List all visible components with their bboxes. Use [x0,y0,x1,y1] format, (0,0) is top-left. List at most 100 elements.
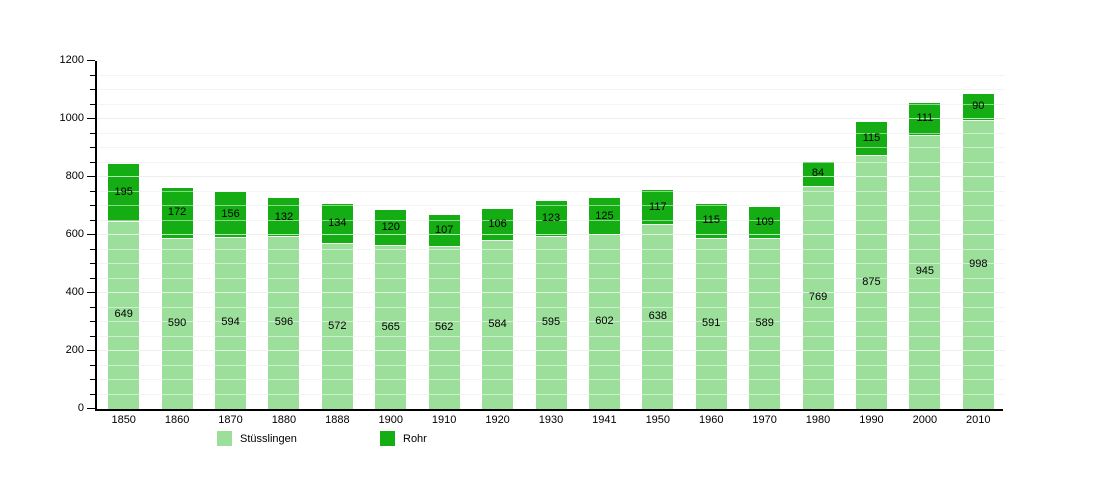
bar-segment-rohr [161,188,193,238]
gridline-overlay [97,335,1005,337]
bar-segment-stusslingen [321,243,353,409]
y-tick-mark [90,321,95,322]
bar-value-label: 565 [381,320,400,333]
x-tick-label: 1900 [378,414,403,426]
bar-segment-stusslingen [909,134,941,409]
x-tick-label: 1950 [645,414,671,426]
x-tick-label: 1990 [859,414,884,426]
gridline-overlay [97,234,1005,235]
value-labels-layer: 649 195 590 172 594 156 596 132 572 134 565 120 562 1… [97,61,1005,409]
y-tick-label: 200 [65,344,84,356]
bar-segment-stusslingen [855,155,887,409]
y-tick-label: 1200 [59,54,84,66]
bar-value-label: 123 [541,212,561,225]
gridline-overlay [97,263,1005,264]
y-tick-mark [90,379,95,380]
bar-segment-rohr [802,161,834,186]
legend: Stüsslingen Rohr [0,430,1100,450]
y-tick-label: 400 [65,286,84,298]
bar-segment-stusslingen [482,239,514,409]
bar-value-label: 84 [811,167,825,180]
y-tick-mark [90,364,95,366]
gridline-overlay [97,103,1005,105]
gridline-overlay [97,321,1005,322]
bar-value-label: 596 [274,316,294,329]
bar-value-label: 115 [702,214,720,227]
y-tick-mark [90,161,95,163]
bar-value-label: 107 [434,224,454,237]
bar-value-label: 590 [167,316,187,329]
x-tick-label: 1888 [325,414,350,426]
bar-segment-stusslingen [749,238,781,409]
gridline-overlay [97,248,1005,250]
bar-segment-rohr [375,210,407,246]
y-tick-mark [87,292,95,293]
bar-segment-rohr [695,204,727,238]
bar-segment-stusslingen [268,236,300,409]
y-tick-mark [90,147,95,148]
gridline-overlay [97,147,1005,148]
bar-value-label: 125 [595,209,614,222]
bar-segment-rohr [321,204,353,244]
bar-value-label: 117 [649,200,667,213]
y-tick-mark [90,89,95,90]
y-tick-mark [90,205,95,206]
y-tick-label: 0 [77,402,84,414]
legend-swatch-stusslingen [217,431,232,446]
bar-value-label: 584 [488,317,507,330]
gridline-overlay [97,74,1005,76]
legend-label-rohr: Rohr [403,433,427,445]
gridline-overlay [97,89,1005,90]
bar-value-label: 134 [328,217,347,230]
y-tick-mark [87,60,95,61]
y-tick-mark [90,132,95,134]
gridline-overlay [97,292,1005,293]
legend-item-rohr: Rohr [380,430,540,446]
x-tick-label: 2000 [912,414,938,426]
bar-segment-rohr [108,164,140,221]
bar-segment-rohr [535,200,567,237]
gridline-overlay [97,118,1005,119]
gridline-overlay [97,393,1005,395]
bar-segment-rohr [642,190,674,224]
plot-area: 649 195 590 172 594 156 596 132 572 134 565 120 562 1… [97,61,1005,409]
bar-segment-stusslingen [802,186,834,409]
y-tick-mark [90,248,95,250]
x-axis-line [95,409,1003,411]
y-tick-mark [90,263,95,264]
bar-value-label: 90 [972,100,985,113]
bar-segment-stusslingen [375,245,407,409]
x-tick-label: 1860 [164,414,190,426]
bar-segment-rohr [268,197,300,237]
x-tick-label: 1910 [431,414,457,426]
gridline-overlay [97,219,1005,221]
x-tick-label: 1880 [271,414,297,426]
gridline-overlay [97,277,1005,279]
bar-segment-stusslingen [642,223,674,409]
legend-label-stusslingen: Stüsslingen [240,433,297,445]
gridline-overlay-layer [97,61,1005,409]
bar-value-label: 595 [541,316,561,329]
y-tick-mark [90,219,95,221]
y-tick-mark [90,277,95,279]
gridline-overlay [97,364,1005,366]
bar-value-label: 195 [114,186,133,199]
bar-value-label: 589 [755,317,774,330]
bar-value-label: 132 [274,210,294,223]
y-tick-mark [90,103,95,105]
y-tick-mark [90,335,95,337]
bar-value-label: 602 [595,315,614,328]
bar-segment-rohr [855,121,887,156]
bar-value-label: 562 [434,321,454,334]
bar-segment-stusslingen [695,237,727,409]
y-tick-mark [90,74,95,76]
bar-value-label: 572 [328,319,347,332]
bar-segment-stusslingen [108,220,140,409]
bar-segment-stusslingen [215,236,247,409]
gridline-overlay [97,176,1005,177]
x-tick-label: 1850 [111,414,136,426]
x-tick-label: 1980 [805,414,831,426]
bar-segment-rohr [749,206,781,239]
bar-value-label: 594 [221,316,240,329]
bar-segment-stusslingen [161,237,193,409]
